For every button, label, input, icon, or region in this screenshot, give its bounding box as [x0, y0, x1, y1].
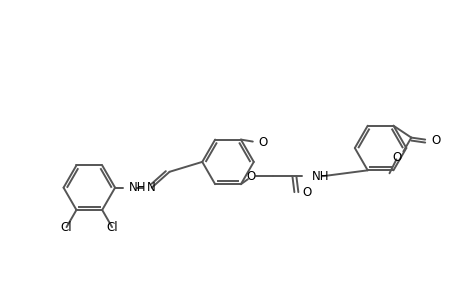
Text: O: O	[430, 134, 439, 147]
Text: O: O	[258, 136, 268, 149]
Text: Cl: Cl	[106, 220, 118, 234]
Text: O: O	[391, 151, 401, 164]
Text: NH: NH	[129, 181, 146, 194]
Text: N: N	[146, 181, 155, 194]
Text: Cl: Cl	[61, 220, 72, 234]
Text: NH: NH	[312, 170, 329, 183]
Text: O: O	[302, 186, 311, 199]
Text: O: O	[246, 170, 255, 183]
